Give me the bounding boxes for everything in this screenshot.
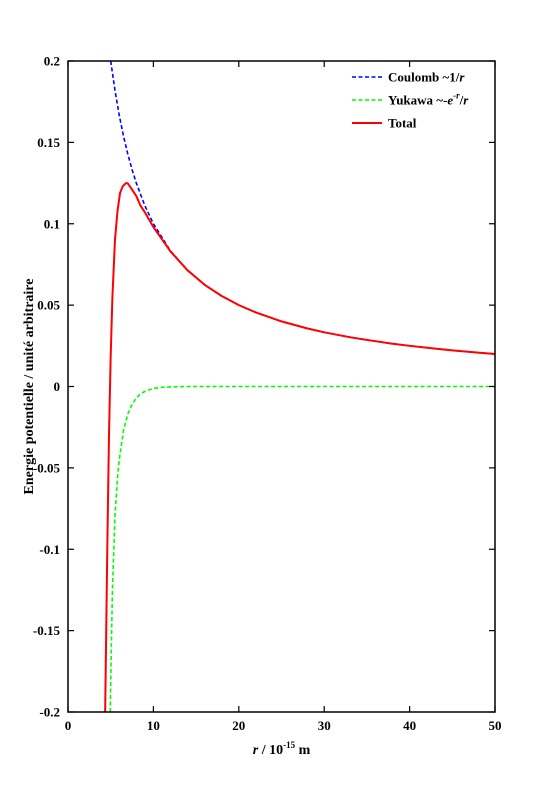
y-tick-label: -0.1: [39, 542, 60, 557]
legend-entry-1: Yukawa ~-e-r/r: [388, 91, 469, 108]
legend-suffix: /: [459, 93, 464, 108]
y-tick-label: -0.05: [33, 460, 61, 475]
x-tick-label: 0: [65, 718, 72, 733]
y-tick-label: 0.2: [44, 54, 60, 69]
series-line-1: [109, 385, 495, 712]
legend-prefix: Total: [388, 116, 417, 131]
tick-labels: 0 10 20 30 40 50 -0.2 -0.15 -0.1 -0.05 0 0.05 0.1 0.1…: [33, 54, 502, 734]
y-tick-label: 0.1: [44, 216, 60, 231]
legend-entry-0: Coulomb ~1/r: [388, 70, 465, 85]
x-axis-title: r / 10-15 m: [253, 740, 311, 758]
legend-var: r: [459, 70, 465, 85]
y-tick-label: -0.15: [33, 623, 61, 638]
y-tick-label: -0.2: [39, 705, 60, 720]
x-axis-exp: -15: [283, 740, 295, 750]
x-tick-label: 10: [147, 718, 160, 733]
x-tick-label: 30: [318, 718, 331, 733]
x-tick-label: 50: [489, 718, 502, 733]
legend-exp: -r: [453, 91, 460, 101]
legend-var: e: [447, 93, 453, 108]
series-line-2: [104, 182, 495, 712]
legend-prefix: Coulomb ~1/: [388, 70, 460, 85]
y-tick-label: 0.05: [37, 298, 60, 313]
x-axis-var: r: [253, 743, 259, 758]
x-tick-label: 20: [232, 718, 245, 733]
x-tick-label: 40: [403, 718, 416, 733]
ticks-layer: [67, 60, 496, 713]
y-tick-label: 0.15: [37, 135, 60, 150]
y-tick-label: 0: [54, 379, 61, 394]
y-axis-title: Energie potentielle / unité arbitraire: [22, 279, 37, 495]
x-axis-unit: m: [295, 743, 311, 758]
legend-var2: r: [463, 93, 469, 108]
legend-prefix: Yukawa ~-: [388, 93, 447, 108]
x-axis-rest: / 10: [258, 743, 283, 758]
series-layer: [104, 61, 495, 712]
legend-entry-2: Total: [388, 116, 417, 131]
